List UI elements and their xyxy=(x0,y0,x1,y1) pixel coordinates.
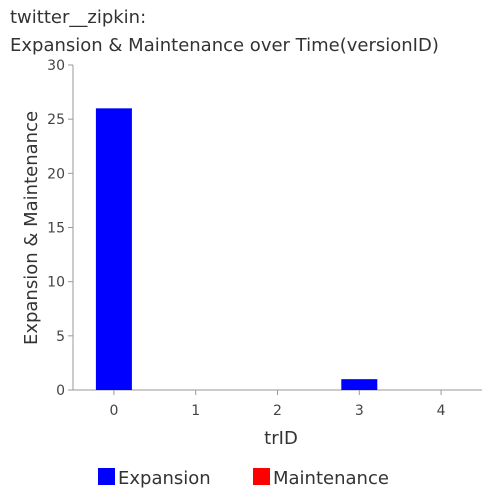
y-tick-label: 5 xyxy=(56,329,65,345)
x-tick-label: 1 xyxy=(191,403,200,419)
x-tick-label: 2 xyxy=(273,403,282,419)
legend-label-expansion: Expansion xyxy=(118,468,211,489)
x-tick-label: 4 xyxy=(437,403,446,419)
y-axis-title: Expansion & Maintenance xyxy=(21,111,42,345)
legend: Expansion Maintenance xyxy=(98,468,389,489)
y-tick-label: 15 xyxy=(47,221,65,237)
legend-swatch-expansion xyxy=(98,468,115,485)
y-tick-label: 30 xyxy=(47,58,65,74)
x-axis-title: trID xyxy=(264,428,298,449)
x-axis: 0 1 2 3 4 xyxy=(73,389,482,419)
chart-title-line-1: twitter__zipkin: xyxy=(10,7,146,28)
y-tick-label: 25 xyxy=(47,112,65,128)
legend-label-maintenance: Maintenance xyxy=(273,468,389,489)
legend-swatch-maintenance xyxy=(253,468,270,485)
x-tick-label: 0 xyxy=(109,403,118,419)
y-tick-label: 10 xyxy=(47,275,65,291)
chart-title-line-2: Expansion & Maintenance over Time(versio… xyxy=(10,35,439,56)
y-axis: 0 5 10 15 20 25 30 xyxy=(47,58,74,399)
bars-group xyxy=(95,108,378,390)
y-tick-label: 20 xyxy=(47,166,65,182)
y-tick-label: 0 xyxy=(56,383,65,399)
bar-expansion-3 xyxy=(341,379,378,390)
bar-expansion-0 xyxy=(95,108,132,390)
x-tick-label: 3 xyxy=(355,403,364,419)
